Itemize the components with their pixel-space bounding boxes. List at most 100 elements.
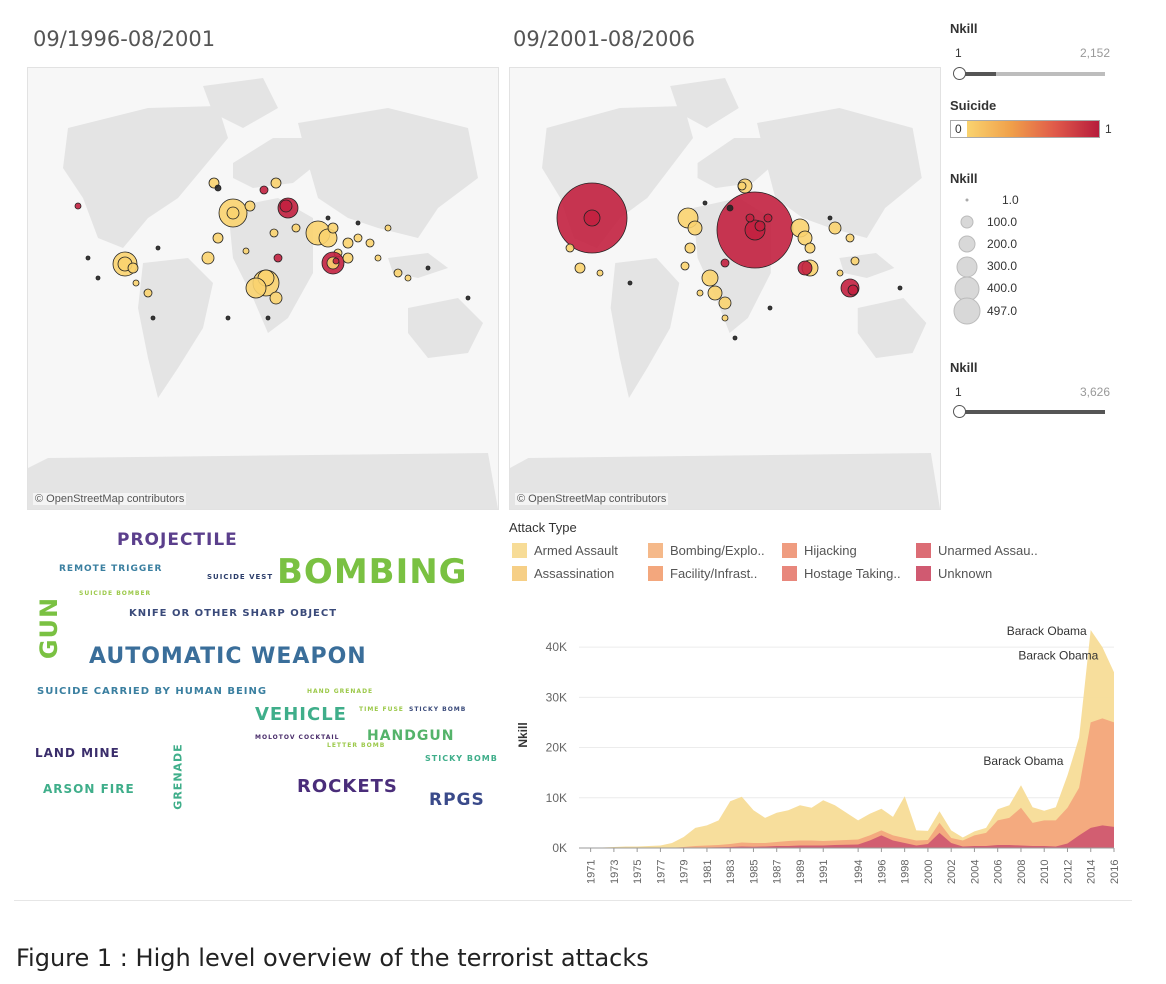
attack-bubble[interactable] [291, 223, 301, 233]
nkill-slider-handle[interactable] [953, 67, 966, 80]
attack-bubble[interactable] [244, 200, 256, 212]
attack-bubble[interactable] [737, 181, 747, 191]
attack-bubble[interactable] [707, 285, 723, 301]
attack-type-legend-item[interactable]: Unknown [916, 566, 992, 581]
attack-bubble[interactable] [279, 199, 293, 213]
attack-bubble[interactable] [353, 233, 363, 243]
attack-type-legend-item[interactable]: Facility/Infrast.. [648, 566, 757, 581]
attack-bubble[interactable] [845, 233, 855, 243]
attack-bubble[interactable] [85, 255, 91, 261]
attack-type-legend-item[interactable]: Bombing/Explo.. [648, 543, 765, 558]
attack-type-legend-item[interactable]: Hostage Taking.. [782, 566, 901, 581]
attack-bubble[interactable] [847, 284, 859, 296]
attack-bubble[interactable] [259, 185, 269, 195]
attack-bubble[interactable] [836, 269, 844, 277]
attack-bubble[interactable] [132, 279, 140, 287]
attack-bubble[interactable] [270, 177, 282, 189]
attack-bubble[interactable] [684, 242, 696, 254]
map-panel-1996-2001[interactable]: © OpenStreetMap contributors [27, 67, 499, 510]
attack-bubble[interactable] [404, 274, 412, 282]
attack-bubble[interactable] [245, 277, 267, 299]
attack-bubble[interactable] [74, 202, 82, 210]
attack-bubble[interactable] [342, 252, 354, 264]
attack-type-legend-item[interactable]: Hijacking [782, 543, 857, 558]
attack-bubble[interactable] [702, 200, 708, 206]
attack-bubble[interactable] [720, 258, 730, 268]
attack-bubble[interactable] [767, 305, 773, 311]
attack-bubble[interactable] [201, 251, 215, 265]
area-series-0 [579, 825, 1114, 848]
attack-bubble[interactable] [355, 220, 361, 226]
size-legend-circles [953, 198, 981, 325]
attack-bubble[interactable] [325, 215, 331, 221]
size-legend-value: 497.0 [987, 304, 1018, 318]
attack-bubble[interactable] [269, 291, 283, 305]
attack-bubble[interactable] [804, 242, 816, 254]
nkill-slider-track[interactable] [958, 72, 1105, 76]
attack-bubble[interactable] [850, 256, 860, 266]
attack-bubble[interactable] [797, 230, 813, 246]
legend-label: Hostage Taking.. [804, 566, 901, 581]
attack-bubble[interactable] [95, 275, 101, 281]
legend-swatch [916, 566, 931, 581]
size-legend-value: 200.0 [987, 237, 1018, 251]
nkill-area-chart[interactable]: 0K 10K 20K 30K 40K Nkill 1971 1973 1975 1977 1979 1… [509, 612, 1129, 892]
attack-bubble[interactable] [127, 262, 139, 274]
attack-bubble[interactable] [718, 296, 732, 310]
size-legend-circle-200 [958, 235, 976, 253]
attack-bubble[interactable] [687, 220, 703, 236]
world-map-2[interactable] [510, 68, 940, 509]
attack-bubble[interactable] [897, 285, 903, 291]
attack-bubble[interactable] [596, 269, 604, 277]
attack-bubble[interactable] [214, 184, 222, 192]
attack-bubble[interactable] [273, 253, 283, 263]
attack-bubble[interactable] [696, 289, 704, 297]
attack-bubble[interactable] [763, 213, 773, 223]
land-shape [857, 298, 927, 358]
nkill-slider-2-handle[interactable] [953, 405, 966, 418]
x-tick-label: 1971 [586, 860, 598, 884]
attack-bubble[interactable] [374, 254, 382, 262]
attack-bubble[interactable] [212, 232, 224, 244]
attack-bubble[interactable] [143, 288, 153, 298]
attack-bubble[interactable] [242, 247, 250, 255]
attack-bubble[interactable] [745, 213, 755, 223]
attack-bubble[interactable] [627, 280, 633, 286]
map-panel-2001-2006[interactable]: © OpenStreetMap contributors [509, 67, 941, 510]
attack-bubble[interactable] [732, 335, 738, 341]
attack-bubble[interactable] [701, 269, 719, 287]
attack-bubble[interactable] [384, 224, 392, 232]
attack-bubble[interactable] [327, 222, 339, 234]
attack-bubble[interactable] [150, 315, 156, 321]
attack-bubble[interactable] [265, 315, 271, 321]
attack-bubble[interactable] [425, 265, 431, 271]
attack-type-legend-item[interactable]: Unarmed Assau.. [916, 543, 1038, 558]
x-tick-label: 1975 [632, 860, 644, 884]
attack-bubble[interactable] [465, 295, 471, 301]
attack-bubble[interactable] [155, 245, 161, 251]
attack-bubble[interactable] [225, 315, 231, 321]
word-cloud-word: STICKY BOMB [425, 754, 498, 763]
attack-type-legend-item[interactable]: Armed Assault [512, 543, 618, 558]
attack-bubble[interactable] [342, 237, 354, 249]
attack-bubble[interactable] [583, 209, 601, 227]
attack-bubble[interactable] [726, 204, 734, 212]
attack-bubble[interactable] [754, 220, 766, 232]
attack-bubble[interactable] [721, 314, 729, 322]
attack-bubble[interactable] [365, 238, 375, 248]
attack-bubble[interactable] [269, 228, 279, 238]
attack-bubble[interactable] [827, 215, 833, 221]
world-map-1[interactable] [28, 68, 498, 509]
attack-bubble[interactable] [680, 261, 690, 271]
attack-bubble[interactable] [393, 268, 403, 278]
attack-bubble[interactable] [226, 206, 240, 220]
word-cloud-word: KNIFE OR OTHER SHARP OBJECT [129, 608, 338, 619]
nkill-slider-range[interactable] [958, 72, 996, 76]
nkill-slider-2-track[interactable] [958, 410, 1105, 414]
attack-type-legend-item[interactable]: Assassination [512, 566, 614, 581]
attack-bubble[interactable] [797, 260, 813, 276]
attack-bubble[interactable] [828, 221, 842, 235]
attack-bubble[interactable] [565, 243, 575, 253]
attack-bubble[interactable] [332, 257, 340, 265]
attack-bubble[interactable] [574, 262, 586, 274]
